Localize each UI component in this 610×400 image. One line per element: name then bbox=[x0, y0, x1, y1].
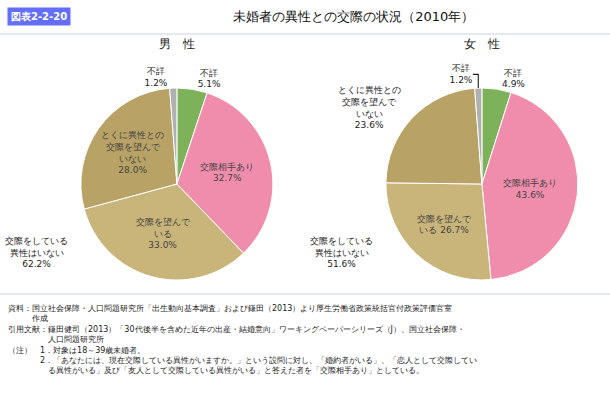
svg-text:不詳5.1%: 不詳5.1% bbox=[198, 68, 221, 90]
svg-text:とくに異性との交際を望んでいない23.6%: とくに異性との交際を望んでいない23.6% bbox=[338, 85, 401, 130]
svg-text:交際相手あり32.7%: 交際相手あり32.7% bbox=[200, 162, 254, 184]
svg-text:図表2-2-20: 図表2-2-20 bbox=[11, 11, 67, 22]
svg-text:不詳1.2%: 不詳1.2% bbox=[450, 63, 473, 85]
svg-text:交際を望んでいる 26.7%: 交際を望んでいる 26.7% bbox=[417, 214, 472, 236]
svg-text:とくに異性との交際を望んでいない28.0%: とくに異性との交際を望んでいない28.0% bbox=[101, 130, 164, 175]
svg-text:男 性: 男 性 bbox=[159, 37, 195, 51]
svg-text:未婚者の異性との交際の状況（2010年）: 未婚者の異性との交際の状況（2010年） bbox=[233, 9, 474, 24]
svg-text:不詳1.2%: 不詳1.2% bbox=[145, 66, 168, 88]
svg-text:不詳4.9%: 不詳4.9% bbox=[502, 68, 525, 90]
svg-text:交際相手あり43.6%: 交際相手あり43.6% bbox=[503, 178, 557, 200]
svg-text:交際をしている異性はいない51.6%: 交際をしている異性はいない51.6% bbox=[310, 236, 373, 269]
svg-text:交際を望んでいる33.0%: 交際を望んでいる33.0% bbox=[136, 217, 191, 250]
svg-text:資料：国立社会保障・人口問題研究所「出生動向基本調査」および: 資料：国立社会保障・人口問題研究所「出生動向基本調査」および鎌田（2013）より… bbox=[8, 304, 477, 375]
svg-text:女 性: 女 性 bbox=[464, 37, 500, 51]
svg-text:交際をしている異性はいない62.2%: 交際をしている異性はいない62.2% bbox=[5, 236, 68, 269]
